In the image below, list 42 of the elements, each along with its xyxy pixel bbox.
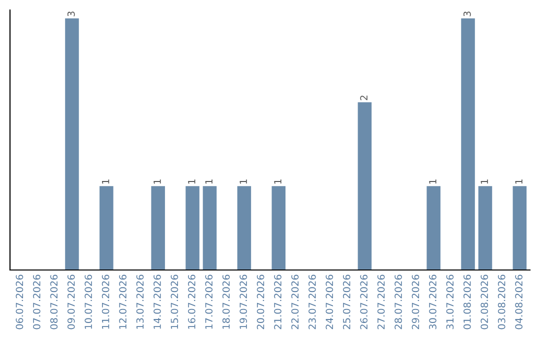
x-tick-label: 02.08.2026 <box>480 274 488 330</box>
x-tick-label: 15.07.2026 <box>170 274 178 329</box>
data-label: 2 <box>360 96 368 100</box>
x-tick-label: 18.07.2026 <box>222 274 230 329</box>
x-tick-label: 26.07.2026 <box>360 274 368 330</box>
x-tick-label: 24.07.2026 <box>326 274 334 330</box>
x-tick-label: 11.07.2026 <box>102 274 110 329</box>
x-tick-label: 22.07.2026 <box>291 274 299 330</box>
x-tick-label: 04.08.2026 <box>515 274 522 330</box>
data-label: 1 <box>205 179 212 184</box>
x-tick-label: 16.07.2026 <box>188 274 196 329</box>
x-tick-label: 31.07.2026 <box>446 274 454 330</box>
data-label: 1 <box>188 179 196 184</box>
x-tick-label: 29.07.2026 <box>412 274 420 330</box>
x-tick-label: 25.07.2026 <box>342 274 350 330</box>
x-tick-label: 28.07.2026 <box>394 274 402 330</box>
data-label: 3 <box>463 12 471 16</box>
data-label: 1 <box>515 179 522 184</box>
x-tick-label: 09.07.2026 <box>67 274 75 330</box>
data-label: 1 <box>429 179 436 184</box>
data-label: 1 <box>480 179 488 184</box>
data-label: 1 <box>240 179 247 184</box>
x-tick-label: 19.07.2026 <box>240 274 247 329</box>
x-tick-label: 06.07.2026 <box>16 274 24 330</box>
x-tick-label: 12.07.2026 <box>119 274 126 329</box>
data-label: 3 <box>67 12 75 16</box>
x-tick-label: 30.07.2026 <box>429 274 436 330</box>
x-tick-label: 23.07.2026 <box>308 274 316 330</box>
x-tick-label: 08.07.2026 <box>50 274 58 330</box>
x-tick-label: 13.07.2026 <box>136 274 144 329</box>
data-label: 1 <box>274 179 282 184</box>
x-tick-label: 17.07.2026 <box>205 274 213 329</box>
x-tick-label: 10.07.2026 <box>84 274 92 329</box>
data-label: 1 <box>154 179 161 184</box>
data-label: 1 <box>102 179 110 184</box>
x-tick-label: 27.07.2026 <box>377 274 385 330</box>
x-tick-label: 07.07.2026 <box>33 274 40 330</box>
x-tick-label: 20.07.2026 <box>256 274 264 330</box>
x-tick-label: 03.08.2026 <box>498 274 506 330</box>
x-tick-label: 14.07.2026 <box>154 274 161 329</box>
x-tick-label: 01.08.2026 <box>463 274 471 330</box>
x-tick-label: 21.07.2026 <box>274 274 282 330</box>
